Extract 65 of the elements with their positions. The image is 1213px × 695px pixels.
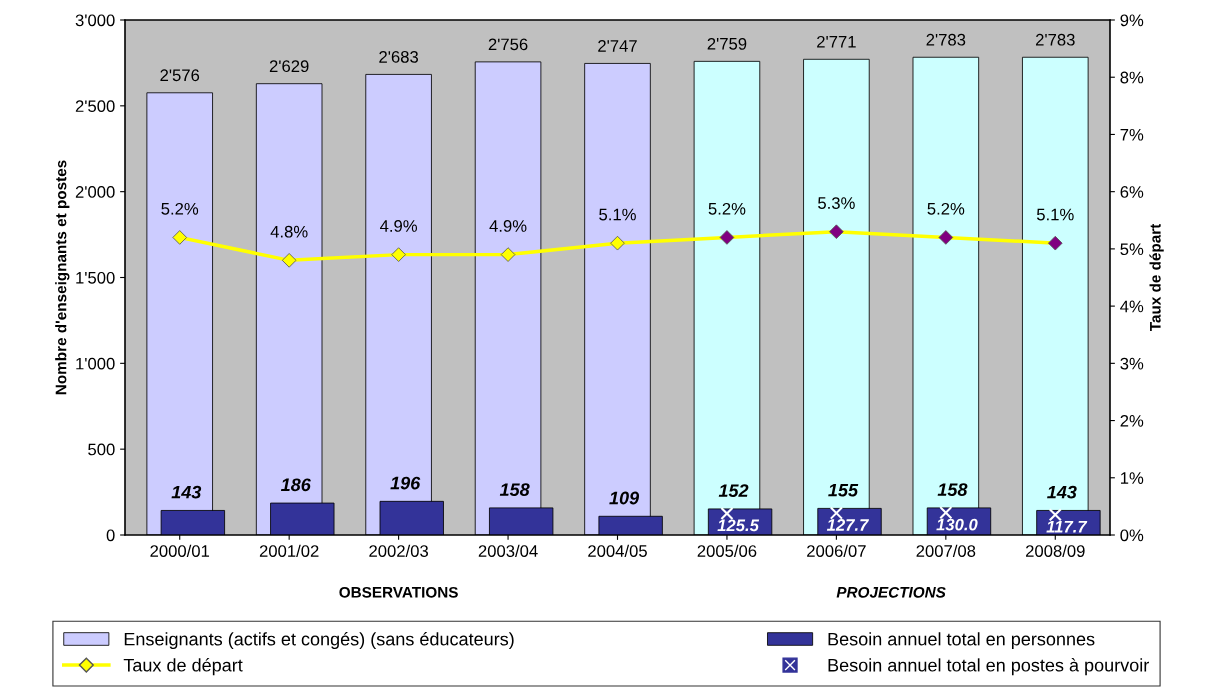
y2-tick-label: 4% <box>1120 300 1144 313</box>
x-tick-label: 2002/03 <box>369 544 428 557</box>
data-label: 5.1% <box>599 208 636 221</box>
data-label: 2'783 <box>1035 33 1075 46</box>
y2-tick-label: 7% <box>1120 128 1144 141</box>
data-label: 155 <box>828 483 859 497</box>
y-tick-label: 0 <box>106 529 115 542</box>
data-label: 5.3% <box>818 197 855 209</box>
data-label: 2'771 <box>817 35 856 48</box>
x-tick-label: 2005/06 <box>697 544 757 557</box>
data-label: 196 <box>390 476 421 490</box>
data-label: 2'683 <box>379 50 419 63</box>
x-tick-label: 2008/09 <box>1026 544 1085 557</box>
y2-tick-label: 8% <box>1120 71 1144 84</box>
data-label: 2'783 <box>926 33 966 46</box>
y2-tick-label: 5% <box>1120 243 1144 256</box>
data-label: 2'756 <box>488 38 528 51</box>
x-tick-label: 2000/01 <box>150 544 210 557</box>
data-label: 143 <box>171 485 202 499</box>
y-tick-label: 2'500 <box>75 100 115 113</box>
legend-label: Besoin annuel total en personnes <box>828 632 1095 650</box>
data-label: 158 <box>499 483 530 496</box>
y-tick-label: 1'500 <box>76 271 115 284</box>
data-label: 5.2% <box>161 202 199 215</box>
data-label: 117.7 <box>1046 520 1088 533</box>
data-label: 4.9% <box>380 220 418 232</box>
data-label: 158 <box>937 483 968 496</box>
data-label: 143 <box>1047 485 1077 499</box>
legend-label: Enseignants (actifs et congés) (sans éducateurs) <box>124 632 514 650</box>
x-tick-label: 2001/02 <box>259 544 319 557</box>
data-label: 2'576 <box>160 69 200 82</box>
y2-tick-label: 3% <box>1120 357 1144 370</box>
data-label: 2'629 <box>269 60 309 73</box>
data-label: 127.7 <box>826 519 870 531</box>
y-tick-label: 500 <box>88 443 115 456</box>
x-tick-label: 2007/08 <box>916 544 976 557</box>
y2-tick-label: 9% <box>1120 14 1144 27</box>
x-tick-label: 2004/05 <box>588 544 647 557</box>
data-label: 4.9% <box>489 220 527 232</box>
y2-axis-title: Taux de départ <box>1149 223 1164 332</box>
y-tick-label: 2'000 <box>75 186 115 198</box>
data-label: 152 <box>718 484 749 497</box>
y-axis-title: Nombre d'enseignants et postes <box>55 160 70 395</box>
data-label: 109 <box>609 491 640 505</box>
text: PROJECTIONS <box>836 586 946 598</box>
y-tick-label: 1'000 <box>76 357 115 370</box>
data-label: 186 <box>280 478 311 492</box>
y-tick-label: 3'000 <box>75 14 115 27</box>
y2-tick-label: 1% <box>1120 472 1144 484</box>
data-label: 5.2% <box>708 202 746 215</box>
data-label: 130.0 <box>936 518 978 531</box>
data-label: 125.5 <box>717 519 760 532</box>
text: OBSERVATIONS <box>339 586 458 598</box>
data-label: 5.2% <box>927 202 965 215</box>
x-tick-label: 2006/07 <box>807 544 866 557</box>
x-tick-label: 2003/04 <box>478 544 538 557</box>
data-label: 4.8% <box>270 225 308 238</box>
y2-tick-label: 0% <box>1120 529 1144 542</box>
data-label: 2'747 <box>598 40 637 52</box>
data-label: 2'759 <box>707 37 747 50</box>
data-label: 5.1% <box>1036 208 1074 221</box>
legend-label: Taux de départ <box>123 658 243 676</box>
legend-label: Besoin annuel total en postes à pourvoir <box>828 658 1149 676</box>
y2-tick-label: 6% <box>1120 186 1144 198</box>
y2-tick-label: 2% <box>1120 414 1144 427</box>
